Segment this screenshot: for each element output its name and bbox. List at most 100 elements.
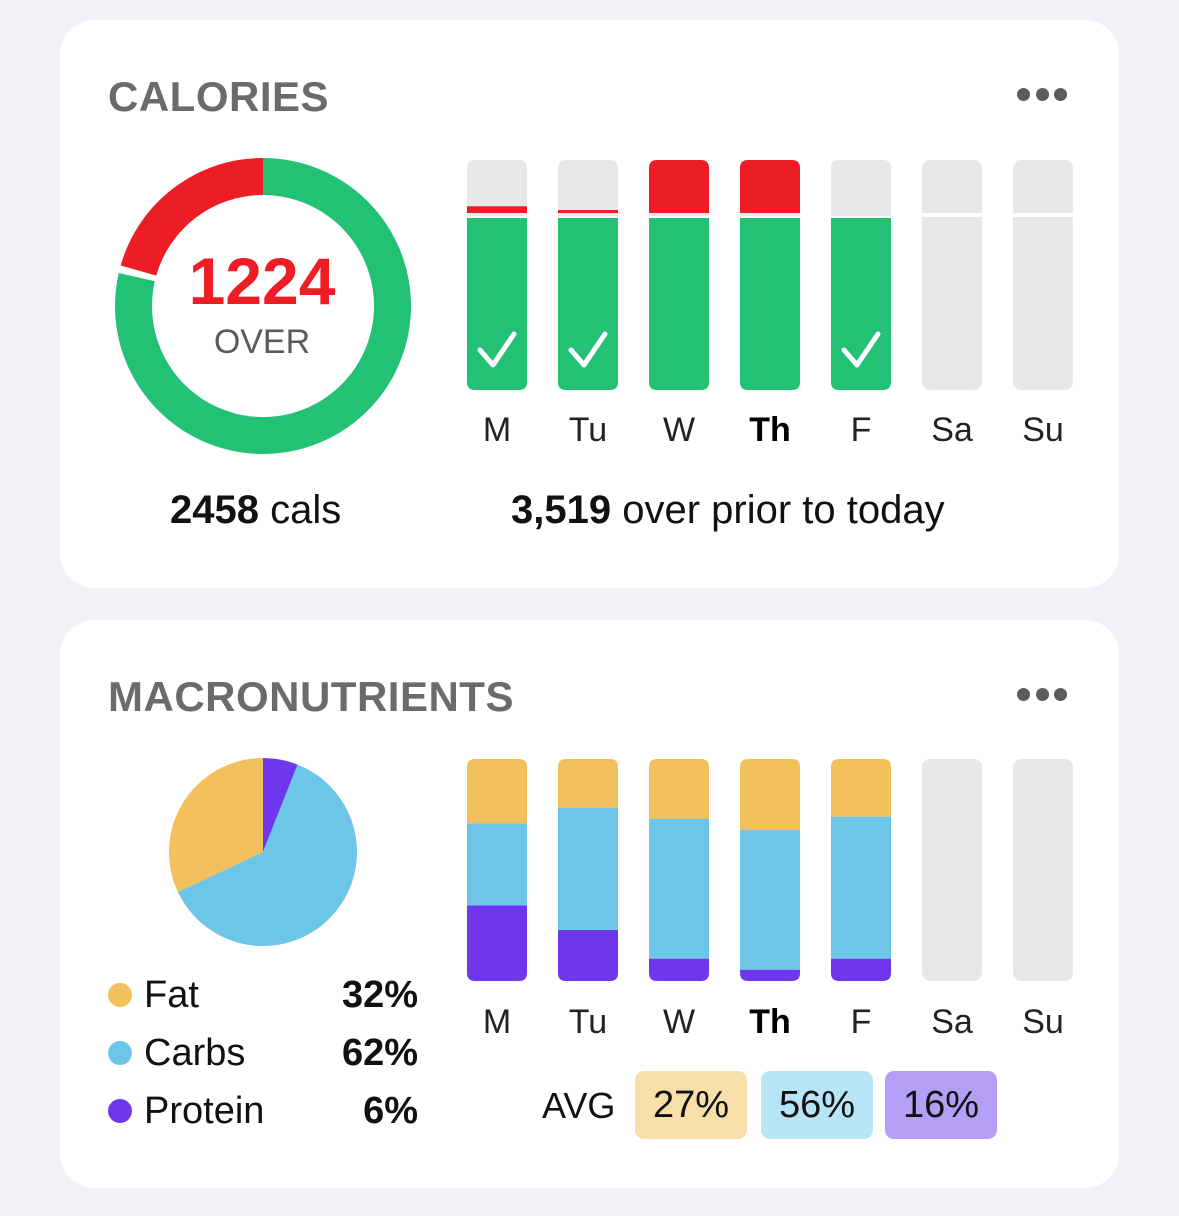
bar-carbs <box>740 830 800 970</box>
calories-bar-f <box>831 160 891 390</box>
macronutrients-bar-m <box>467 759 527 981</box>
bar-consumed <box>831 218 891 390</box>
bar-over <box>649 160 709 213</box>
bar-protein <box>831 958 891 981</box>
bar-empty <box>922 160 982 390</box>
legend-item-fat: Fat 32% <box>108 972 418 1018</box>
bar-over <box>740 160 800 213</box>
macronutrients-title: MACRONUTRIENTS <box>108 673 514 720</box>
calories-bar-sa <box>922 160 982 390</box>
bar-fat <box>740 759 800 831</box>
bar-target-line <box>1013 213 1073 217</box>
bar-empty <box>1013 759 1073 981</box>
macronutrients-bar-th <box>740 759 800 981</box>
pie-slice-carbs <box>177 764 357 946</box>
calories-bar-su <box>1013 160 1073 390</box>
pie-slice-protein <box>263 758 298 852</box>
calories-bar-w <box>649 160 709 390</box>
calories-total-unit: cals <box>258 488 342 532</box>
bar-remaining <box>558 160 618 216</box>
calories-total-value: 2458 <box>170 488 259 532</box>
bar-protein <box>649 958 709 981</box>
bar-carbs <box>558 807 618 930</box>
calories-day-label: M <box>482 411 512 449</box>
bar-protein <box>740 969 800 981</box>
bar-fat <box>558 759 618 808</box>
macronutrients-bar-f <box>831 759 891 981</box>
macronutrients-bar-su <box>1013 759 1073 981</box>
bar-fat <box>467 759 527 824</box>
bar-protein <box>467 905 527 981</box>
checkmark-icon <box>841 331 881 368</box>
calories-summary-value: 3,519 <box>511 488 612 532</box>
legend-protein-name: Protein <box>144 1090 265 1132</box>
macronutrients-day-label: Sa <box>931 1003 973 1041</box>
legend-fat-pct: 32% <box>341 974 418 1016</box>
calories-day-label: Tu <box>568 411 608 449</box>
bar-carbs <box>467 823 527 906</box>
calories-summary-text: over prior to today <box>611 488 945 532</box>
calories-day-label: F <box>850 411 872 449</box>
macronutrients-card: MACRONUTRIENTS Fat 32% Carbs 62% Protein… <box>60 620 1119 1188</box>
bar-fat <box>649 759 709 819</box>
bar-fat <box>831 759 891 817</box>
calories-more-icon[interactable] <box>1017 86 1067 102</box>
calories-over-value: 1224 <box>188 244 336 318</box>
legend-item-carbs: Carbs 62% <box>108 1030 418 1076</box>
macronutrients-bar-sa <box>922 759 982 981</box>
macronutrients-day-label: Th <box>749 1003 791 1041</box>
bar-consumed <box>467 218 527 390</box>
protein-dot-icon <box>108 1099 132 1123</box>
calories-day-label: Su <box>1022 411 1064 449</box>
macronutrients-day-label: Tu <box>568 1003 608 1041</box>
legend-item-protein: Protein 6% <box>108 1088 418 1134</box>
bar-over <box>558 210 618 213</box>
calories-title: CALORIES <box>108 73 330 120</box>
macronutrients-day-label: M <box>482 1003 512 1041</box>
legend-fat-name: Fat <box>144 974 199 1016</box>
avg-fat-pill: 27% <box>635 1071 747 1139</box>
bar-consumed <box>558 218 618 390</box>
bar-remaining <box>467 160 527 216</box>
calories-ring <box>115 158 411 454</box>
bar-remaining <box>831 160 891 216</box>
bar-carbs <box>831 816 891 959</box>
calories-summary: 3,519 over prior to today <box>511 486 945 534</box>
legend-carbs-pct: 62% <box>341 1032 418 1074</box>
ring-red-segment <box>120 158 263 276</box>
bar-empty <box>1013 160 1073 390</box>
macronutrients-day-label: F <box>850 1003 872 1041</box>
macronutrients-bar-tu <box>558 759 618 981</box>
pie-slice-fat <box>169 758 263 893</box>
calories-day-label: Th <box>749 411 791 449</box>
legend-protein-pct: 6% <box>363 1090 418 1132</box>
calories-bar-th <box>740 160 800 390</box>
bar-consumed <box>649 218 709 390</box>
avg-protein-pill: 16% <box>885 1071 997 1139</box>
checkmark-icon <box>477 331 517 368</box>
checkmark-icon <box>568 331 608 368</box>
calories-bar-tu <box>558 160 618 390</box>
bar-consumed <box>740 218 800 390</box>
avg-carbs-pill: 56% <box>761 1071 873 1139</box>
calories-bar-m <box>467 160 527 390</box>
macronutrients-bar-w <box>649 759 709 981</box>
legend-carbs-name: Carbs <box>144 1032 246 1074</box>
calories-card: CALORIES 1224 OVER M Tu W Th F Sa Su 2458 cals… <box>60 20 1119 588</box>
fat-dot-icon <box>108 983 132 1007</box>
bar-over <box>467 206 527 213</box>
calories-day-label: W <box>662 411 696 449</box>
calories-day-label: Sa <box>931 411 973 449</box>
bar-empty <box>922 759 982 981</box>
macronutrients-day-label: Su <box>1022 1003 1064 1041</box>
bar-protein <box>558 929 618 981</box>
calories-over-label: OVER <box>213 323 311 361</box>
avg-label: AVG <box>542 1085 616 1126</box>
macronutrients-pie <box>169 758 357 946</box>
bar-target-line <box>922 213 982 217</box>
calories-total: 2458 cals <box>170 486 341 534</box>
macronutrients-more-icon[interactable] <box>1017 686 1067 702</box>
carbs-dot-icon <box>108 1041 132 1065</box>
macronutrients-week-chart <box>467 759 1073 981</box>
bar-carbs <box>649 818 709 959</box>
